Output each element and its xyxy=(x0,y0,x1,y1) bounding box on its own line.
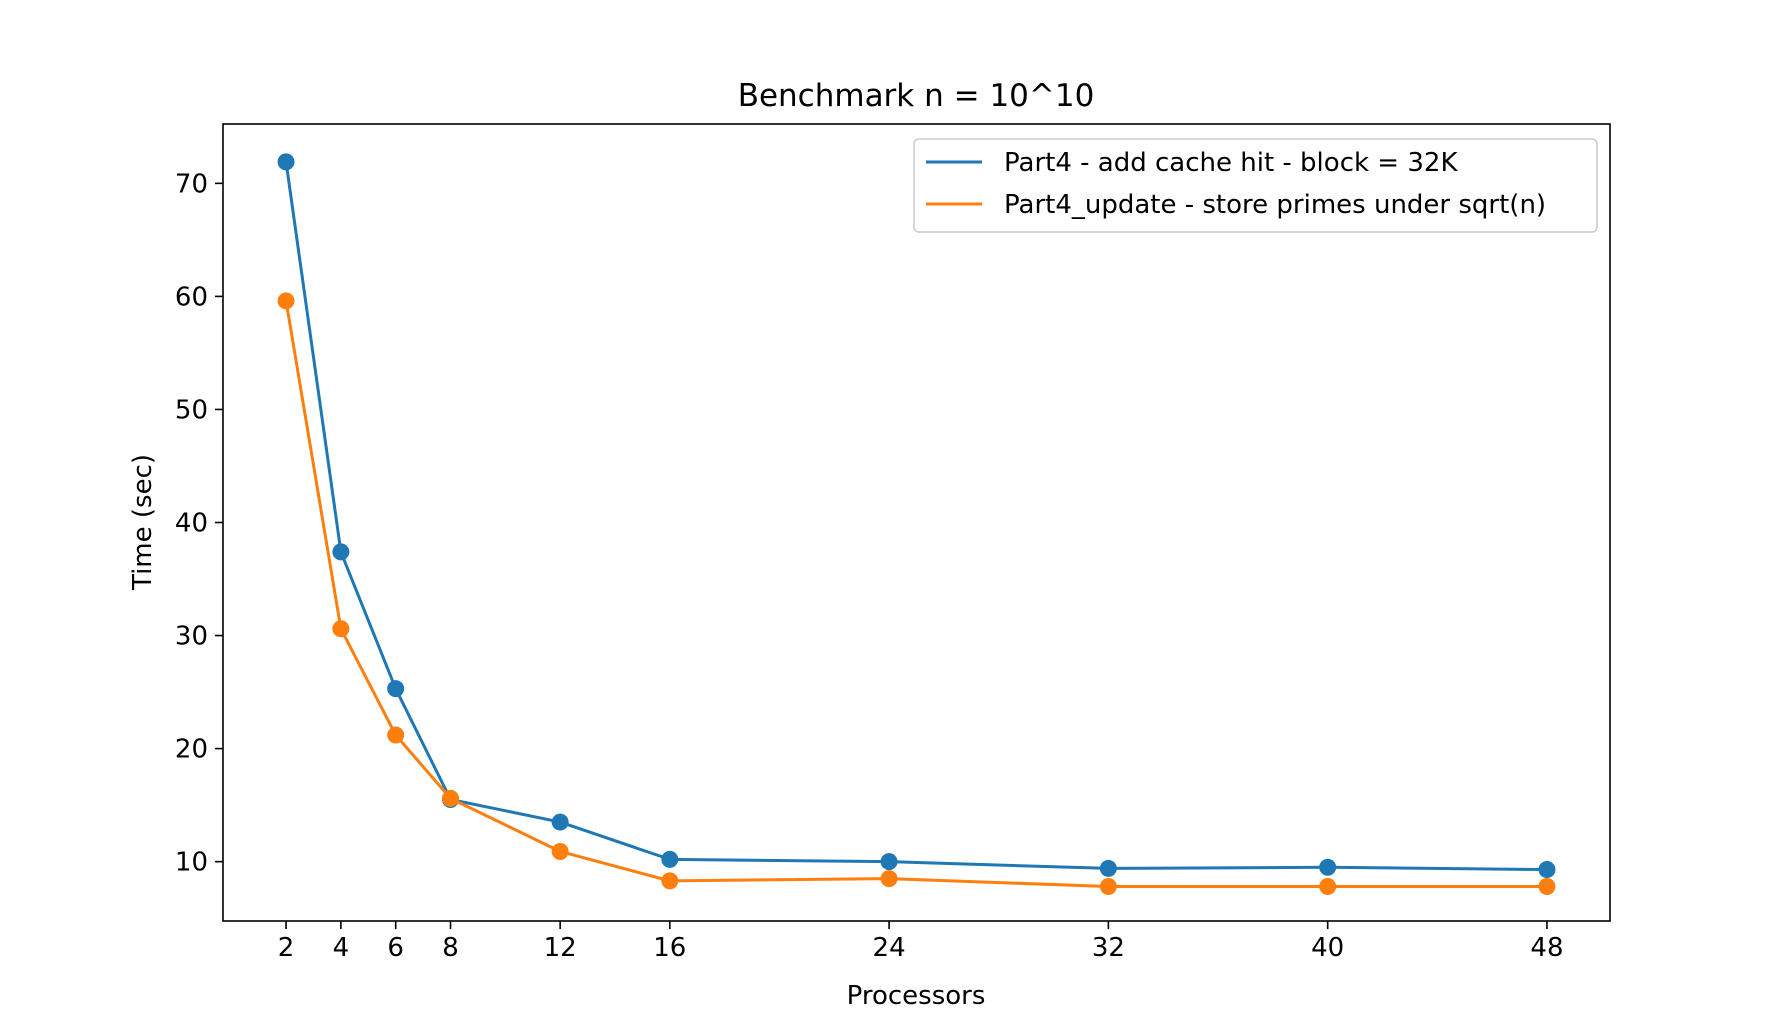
y-tick-label: 20 xyxy=(175,735,208,765)
series-layer xyxy=(277,153,1556,896)
x-tick-label: 6 xyxy=(387,933,404,963)
y-tick-label: 70 xyxy=(175,169,208,199)
series-1-line xyxy=(284,161,1547,872)
x-tick-label: 24 xyxy=(873,933,906,963)
y-tick-label: 60 xyxy=(175,282,208,312)
series-1-point xyxy=(880,853,898,871)
series-2-point xyxy=(387,726,405,744)
x-axis-label: Processors xyxy=(847,981,986,1011)
legend-label-series-1: Part4 - add cache hit - block = 32K xyxy=(1004,148,1458,178)
series-2-line xyxy=(284,300,1547,889)
legend-label-series-2: Part4_update - store primes under sqrt(n… xyxy=(1004,190,1546,220)
y-axis-label: Time (sec) xyxy=(128,454,158,591)
series-1-point xyxy=(332,543,350,561)
x-axis: 2 4 6 8 12 16 24 32 40 48 xyxy=(278,921,1564,963)
series-2 xyxy=(277,292,1556,896)
series-1-point xyxy=(1099,859,1117,877)
series-2-point xyxy=(1099,878,1117,896)
x-tick-label: 8 xyxy=(442,933,459,963)
y-tick-label: 50 xyxy=(175,395,208,425)
series-1-point xyxy=(1538,861,1556,879)
series-2-point xyxy=(1538,878,1556,896)
series-2-point xyxy=(661,872,679,890)
legend: Part4 - add cache hit - block = 32K Part… xyxy=(913,138,1598,233)
series-1-point xyxy=(551,813,569,831)
y-tick-label: 30 xyxy=(175,622,208,652)
series-2-point xyxy=(551,842,569,860)
series-2-point xyxy=(277,292,295,310)
x-tick-label: 48 xyxy=(1530,933,1563,963)
series-2-point xyxy=(1319,878,1337,896)
series-2-point xyxy=(332,620,350,638)
series-1-point xyxy=(277,153,295,171)
series-2-point xyxy=(880,870,898,888)
series-1-point xyxy=(387,680,405,698)
x-tick-label: 16 xyxy=(653,933,686,963)
series-1-point xyxy=(1319,858,1337,876)
y-tick-label: 10 xyxy=(175,848,208,878)
series-1-point xyxy=(661,850,679,868)
y-axis: 10 20 30 40 50 60 70 xyxy=(175,169,223,878)
x-tick-label: 2 xyxy=(278,933,295,963)
y-tick-label: 40 xyxy=(175,509,208,539)
x-tick-label: 4 xyxy=(333,933,350,963)
x-tick-label: 40 xyxy=(1311,933,1344,963)
x-tick-label: 32 xyxy=(1092,933,1125,963)
x-tick-label: 12 xyxy=(544,933,577,963)
chart-title: Benchmark n = 10^10 xyxy=(738,78,1095,114)
series-2-point xyxy=(442,789,460,807)
legend-box xyxy=(913,138,1598,233)
plot-frame xyxy=(222,123,1611,922)
